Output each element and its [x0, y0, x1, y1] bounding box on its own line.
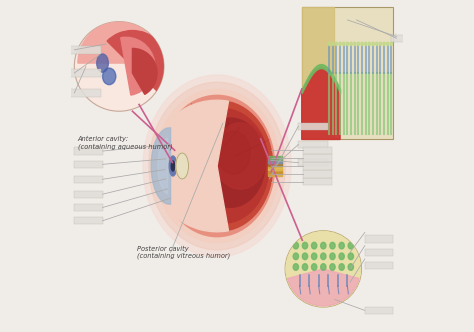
- Ellipse shape: [348, 242, 354, 249]
- Wedge shape: [107, 31, 168, 92]
- Ellipse shape: [195, 118, 265, 207]
- Ellipse shape: [339, 242, 344, 249]
- Ellipse shape: [321, 264, 326, 270]
- FancyBboxPatch shape: [302, 7, 393, 139]
- Ellipse shape: [321, 253, 326, 260]
- Ellipse shape: [97, 54, 109, 72]
- FancyBboxPatch shape: [365, 307, 393, 314]
- Circle shape: [285, 231, 362, 307]
- Text: Anterior cavity:
(containing aqueous humor): Anterior cavity: (containing aqueous hum…: [78, 136, 172, 150]
- Text: Posterior cavity
(containing vitreous humor): Posterior cavity (containing vitreous hu…: [137, 245, 231, 259]
- Ellipse shape: [293, 253, 299, 260]
- FancyBboxPatch shape: [74, 217, 102, 224]
- FancyBboxPatch shape: [68, 46, 101, 54]
- Ellipse shape: [387, 42, 389, 45]
- FancyBboxPatch shape: [74, 176, 102, 183]
- Wedge shape: [78, 22, 160, 63]
- Ellipse shape: [293, 242, 299, 249]
- Ellipse shape: [365, 42, 367, 45]
- Ellipse shape: [168, 101, 273, 231]
- FancyBboxPatch shape: [365, 262, 393, 269]
- Circle shape: [74, 22, 164, 111]
- Ellipse shape: [332, 42, 334, 45]
- Ellipse shape: [302, 253, 308, 260]
- Ellipse shape: [379, 42, 382, 45]
- FancyBboxPatch shape: [303, 178, 332, 185]
- Wedge shape: [132, 48, 157, 94]
- Ellipse shape: [143, 75, 291, 257]
- Wedge shape: [288, 269, 359, 306]
- FancyBboxPatch shape: [392, 35, 419, 42]
- Wedge shape: [121, 37, 155, 95]
- Ellipse shape: [339, 253, 344, 260]
- Ellipse shape: [311, 253, 317, 260]
- Ellipse shape: [302, 242, 308, 249]
- Ellipse shape: [155, 89, 280, 243]
- Ellipse shape: [346, 42, 348, 45]
- FancyBboxPatch shape: [303, 162, 332, 170]
- Ellipse shape: [348, 264, 354, 270]
- Ellipse shape: [330, 242, 335, 249]
- FancyBboxPatch shape: [74, 191, 102, 198]
- Ellipse shape: [339, 264, 344, 270]
- Ellipse shape: [348, 253, 354, 260]
- Ellipse shape: [160, 95, 274, 237]
- Polygon shape: [302, 68, 340, 139]
- Ellipse shape: [217, 131, 250, 174]
- FancyBboxPatch shape: [74, 204, 102, 211]
- Ellipse shape: [302, 264, 308, 270]
- Ellipse shape: [330, 253, 335, 260]
- Ellipse shape: [357, 42, 360, 45]
- Ellipse shape: [350, 42, 352, 45]
- Circle shape: [286, 232, 360, 306]
- Ellipse shape: [383, 42, 385, 45]
- Ellipse shape: [390, 42, 392, 45]
- Ellipse shape: [179, 109, 269, 223]
- Ellipse shape: [214, 123, 267, 189]
- FancyBboxPatch shape: [303, 147, 332, 154]
- FancyBboxPatch shape: [299, 159, 328, 166]
- Ellipse shape: [330, 264, 335, 270]
- Ellipse shape: [311, 264, 317, 270]
- FancyBboxPatch shape: [299, 123, 328, 130]
- FancyBboxPatch shape: [74, 161, 102, 168]
- FancyBboxPatch shape: [74, 147, 102, 155]
- Ellipse shape: [293, 264, 299, 270]
- FancyBboxPatch shape: [303, 154, 332, 162]
- Ellipse shape: [339, 42, 341, 45]
- FancyBboxPatch shape: [365, 249, 393, 256]
- Ellipse shape: [343, 42, 345, 45]
- FancyBboxPatch shape: [68, 89, 101, 97]
- Circle shape: [286, 232, 360, 306]
- Ellipse shape: [149, 82, 285, 250]
- Ellipse shape: [169, 156, 177, 176]
- Ellipse shape: [375, 42, 378, 45]
- FancyBboxPatch shape: [365, 235, 393, 243]
- Polygon shape: [158, 138, 168, 194]
- FancyBboxPatch shape: [68, 69, 101, 77]
- Wedge shape: [151, 100, 228, 232]
- Ellipse shape: [354, 42, 356, 45]
- Ellipse shape: [368, 42, 371, 45]
- Ellipse shape: [102, 68, 116, 85]
- Ellipse shape: [361, 42, 363, 45]
- Ellipse shape: [176, 153, 189, 179]
- Polygon shape: [151, 128, 171, 204]
- Ellipse shape: [328, 42, 330, 45]
- Ellipse shape: [171, 161, 174, 171]
- FancyBboxPatch shape: [299, 141, 328, 148]
- Ellipse shape: [372, 42, 374, 45]
- Ellipse shape: [311, 242, 317, 249]
- Ellipse shape: [335, 42, 337, 45]
- Ellipse shape: [321, 242, 326, 249]
- Polygon shape: [302, 7, 334, 139]
- FancyBboxPatch shape: [303, 170, 332, 178]
